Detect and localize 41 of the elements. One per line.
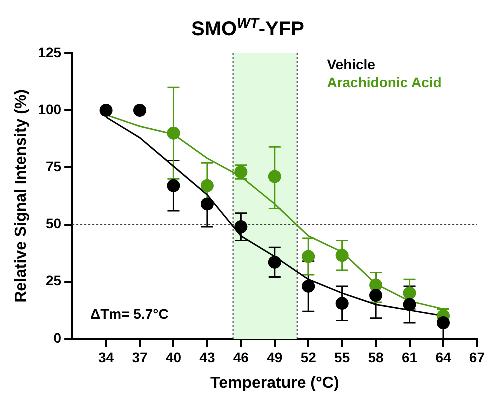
x-tick-label: 40 [166, 349, 182, 366]
point [268, 256, 282, 269]
point [134, 104, 146, 118]
x-tick-label: 34 [98, 349, 114, 366]
point [200, 179, 214, 192]
point [336, 249, 349, 262]
x-tick-label: 37 [132, 349, 148, 366]
point [403, 286, 416, 300]
text: Arachidonic Acid [327, 74, 442, 90]
point [403, 298, 416, 312]
y-tick-label: 25 [46, 272, 62, 289]
text: Vehicle [327, 56, 376, 72]
x-tick-label: 46 [233, 349, 250, 366]
point [302, 250, 316, 264]
y-tick-label: 125 [38, 44, 62, 60]
x-axis-title: Temperature (°C) [210, 374, 340, 392]
x-tick-label: 64 [436, 349, 452, 366]
x-tick-label: 67 [469, 349, 486, 366]
x-tick-label: 43 [200, 349, 216, 366]
point [302, 280, 316, 293]
point [336, 297, 349, 310]
x-tick-label: 55 [334, 349, 350, 366]
y-axis-title: Relative Signal Intensity (%) [13, 90, 30, 303]
x-tick-label: 52 [300, 349, 317, 366]
point [167, 126, 180, 140]
x-tick-label: 58 [368, 349, 384, 366]
point [234, 220, 248, 234]
point [200, 198, 214, 211]
x-tick-label: 61 [402, 349, 418, 366]
point [370, 289, 383, 302]
point [268, 170, 282, 184]
chart-title: SMO$^{WT}$-YFP [190, 14, 306, 42]
annotation: ΔTm= 5.7°C [90, 306, 169, 322]
point [436, 316, 450, 330]
x-tick-label: 49 [267, 349, 283, 366]
point [100, 104, 113, 118]
y-tick-label: 0 [54, 330, 62, 346]
point [167, 179, 180, 192]
y-tick-label: 50 [46, 216, 62, 232]
y-tick-label: 75 [46, 158, 62, 174]
y-tick-label: 100 [38, 101, 62, 118]
